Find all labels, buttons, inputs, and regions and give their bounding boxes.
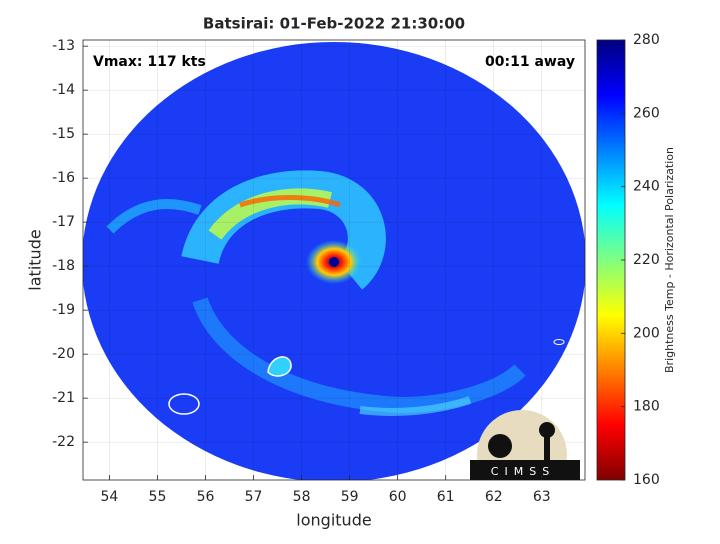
y-tick-label: -19 [52, 302, 75, 318]
colorbar [596, 39, 626, 481]
colorbar-tick-label: 260 [633, 105, 660, 121]
x-tick-label: 56 [197, 489, 215, 505]
y-tick-label: -13 [52, 38, 75, 54]
satellite-image [83, 42, 585, 480]
x-tick-label: 62 [485, 489, 503, 505]
y-tick-label: -17 [52, 214, 75, 230]
x-axis-label: longitude [296, 511, 371, 530]
colorbar-tick-label: 180 [633, 399, 660, 415]
annotation: 00:11 away [485, 54, 575, 70]
y-tick-label: -18 [52, 258, 75, 274]
x-tick-label: 60 [389, 489, 407, 505]
y-tick-label: -16 [52, 170, 75, 186]
x-tick-label: 61 [437, 489, 455, 505]
x-tick-label: 58 [293, 489, 311, 505]
colorbar-tick-label: 200 [633, 325, 660, 341]
x-tick-label: 59 [341, 489, 359, 505]
y-tick-label: -22 [52, 434, 75, 450]
y-tick-label: -15 [52, 126, 75, 142]
y-axis-label: latitude [26, 229, 45, 290]
x-tick-label: 54 [101, 489, 119, 505]
logo-text: CIMSS [491, 465, 555, 478]
plot-frame [82, 39, 586, 481]
x-tick-label: 57 [245, 489, 263, 505]
x-tick-label: 63 [533, 489, 551, 505]
colorbar-tick-label: 160 [633, 472, 660, 488]
x-tick-label: 55 [149, 489, 167, 505]
colorbar-tick-label: 240 [633, 179, 660, 195]
logo [470, 410, 580, 480]
colorbar-label: Brightness Temp - Horizontal Polarizatio… [663, 147, 676, 373]
y-tick-label: -20 [52, 346, 75, 362]
y-tick-label: -14 [52, 82, 75, 98]
colorbar-tick-label: 280 [633, 32, 660, 48]
y-tick-label: -21 [52, 390, 75, 406]
annotation: Vmax: 117 kts [93, 54, 206, 70]
chart-title: Batsirai: 01-Feb-2022 21:30:00 [203, 15, 465, 33]
colorbar-tick-label: 220 [633, 252, 660, 268]
